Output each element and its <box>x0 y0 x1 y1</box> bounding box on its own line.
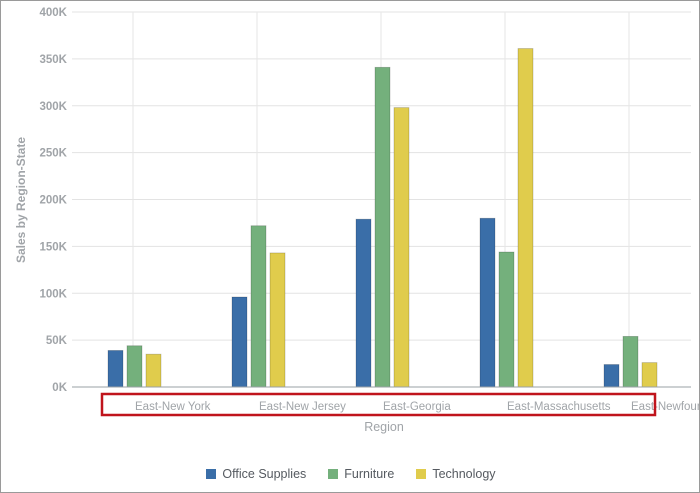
y-tick-label: 50K <box>46 335 68 347</box>
legend-label: Technology <box>432 467 496 481</box>
legend-item[interactable]: Furniture <box>328 467 394 481</box>
bar-furniture[interactable] <box>374 66 391 388</box>
bar-technology[interactable] <box>393 107 410 388</box>
y-tick-label: 0K <box>52 382 67 394</box>
y-tick-label: 300K <box>40 101 68 113</box>
x-category-label: East-Newfoundland <box>631 401 699 413</box>
x-category-label: East-Georgia <box>383 401 451 413</box>
y-tick-label: 150K <box>40 241 68 253</box>
legend: Office Supplies Furniture Technology <box>1 467 700 481</box>
legend-swatch <box>206 469 217 479</box>
legend-item[interactable]: Office Supplies <box>206 467 306 481</box>
legend-item[interactable]: Technology <box>416 467 496 481</box>
bar-furniture[interactable] <box>250 225 267 388</box>
legend-swatch <box>328 469 339 479</box>
y-tick-label: 200K <box>40 195 68 207</box>
bar-office-supplies[interactable] <box>107 350 124 388</box>
bar-technology[interactable] <box>269 252 286 388</box>
bar-office-supplies[interactable] <box>479 217 496 388</box>
y-tick-label: 250K <box>40 148 68 160</box>
highlight-box <box>100 392 657 417</box>
x-axis-category-labels: East-New York East-New Jersey East-Georgia… <box>135 401 699 413</box>
y-tick-label: 100K <box>40 288 68 300</box>
bar-office-supplies[interactable] <box>355 218 372 388</box>
y-axis-title: Sales by Region-State <box>14 137 28 263</box>
y-tick-label: 400K <box>40 7 68 19</box>
legend-swatch <box>416 469 427 479</box>
x-category-label: East-Massachusetts <box>507 401 611 413</box>
bars <box>107 48 658 388</box>
legend-label: Office Supplies <box>222 467 307 481</box>
bar-technology[interactable] <box>641 362 658 388</box>
bar-technology[interactable] <box>145 353 162 388</box>
x-axis-title: Region <box>364 420 404 434</box>
bar-furniture[interactable] <box>622 335 639 388</box>
y-axis-ticks: 0K 50K 100K 150K 200K 250K 300K 350K 400K <box>40 7 68 394</box>
bar-office-supplies[interactable] <box>603 364 620 388</box>
bar-office-supplies[interactable] <box>231 296 248 388</box>
y-tick-label: 350K <box>40 54 68 66</box>
bar-furniture[interactable] <box>498 251 515 388</box>
bar-technology[interactable] <box>517 48 534 388</box>
bar-furniture[interactable] <box>126 345 143 388</box>
legend-label: Furniture <box>344 467 395 481</box>
x-category-label: East-New Jersey <box>259 401 346 413</box>
x-category-label: East-New York <box>135 401 211 413</box>
